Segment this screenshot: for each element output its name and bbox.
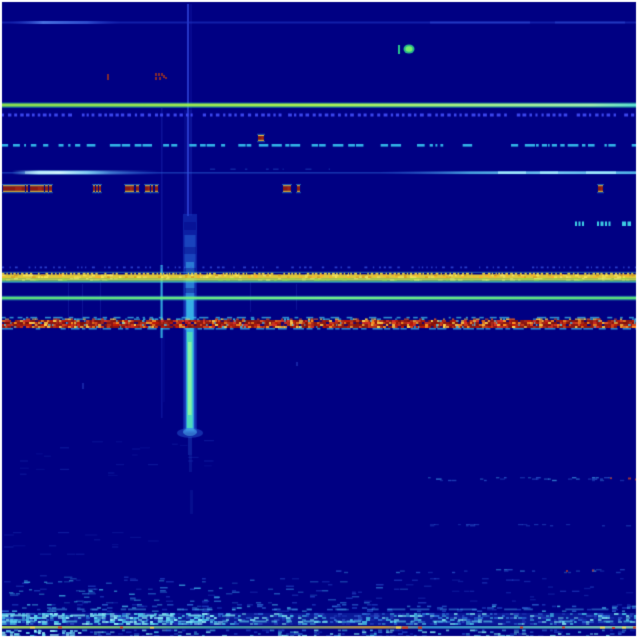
spectrogram-frame [0,0,640,640]
spectrogram-canvas [0,0,640,640]
